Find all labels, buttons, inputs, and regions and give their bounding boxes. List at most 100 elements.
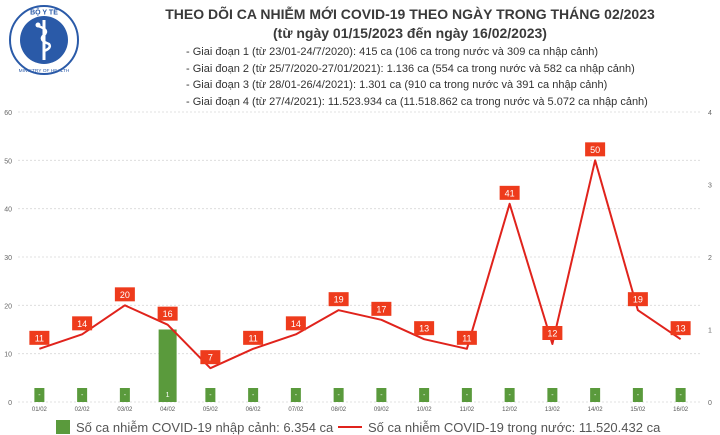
line-label-box	[285, 316, 306, 331]
x-tick-label: 09/02	[374, 407, 390, 413]
legend-swatch-line	[338, 426, 362, 428]
chart-title: THEO DÕI CA NHIỄM MỚI COVID-19 THEO NGÀY…	[165, 6, 655, 22]
bar-data-label: -	[252, 392, 255, 399]
bar-data-label: -	[295, 392, 298, 399]
line-label-box	[670, 321, 691, 336]
bar-data-label: -	[679, 392, 682, 399]
line-label-box	[114, 287, 135, 302]
legend-label-domestic: Số ca nhiễm COVID-19 trong nước: 11.520.…	[368, 420, 661, 435]
x-tick-label: 05/02	[203, 407, 219, 413]
x-tick-label: 07/02	[288, 407, 304, 413]
line-label-box	[200, 350, 221, 365]
bar-data-label: -	[124, 392, 127, 399]
bar-data-label: -	[508, 392, 511, 399]
y-left-tick-label: 50	[4, 158, 12, 165]
line-data-label: 11	[248, 333, 257, 343]
line-data-label: 7	[208, 353, 213, 363]
line-data-label: 14	[77, 319, 87, 329]
line-data-label: 14	[291, 319, 301, 329]
legend-item-imported: Số ca nhiễm COVID-19 nhập cảnh: 6.354 ca	[56, 420, 333, 435]
x-tick-label: 08/02	[331, 407, 347, 413]
y-left-tick-label: 40	[4, 207, 12, 214]
line-data-label: 20	[120, 290, 130, 300]
bar-data-label: -	[551, 392, 554, 399]
x-tick-label: 16/02	[673, 407, 689, 413]
phase-1-line: - Giai đoạn 1 (từ 23/01-24/7/2020): 415 …	[186, 46, 599, 58]
phase-2-line: - Giai đoạn 2 (từ 25/7/2020-27/01/2021):…	[186, 62, 635, 75]
line-label-box	[328, 292, 349, 307]
x-tick-label: 11/02	[460, 407, 475, 413]
line-label-box	[371, 301, 392, 316]
bar-placeholder	[675, 388, 686, 402]
bar-placeholder	[590, 388, 601, 402]
line-label-box	[456, 330, 477, 345]
line-data-label: 13	[676, 324, 686, 334]
bar-placeholder	[333, 388, 344, 402]
x-tick-label: 01/02	[32, 407, 48, 413]
x-tick-label: 14/02	[588, 407, 604, 413]
bar-data-label: -	[38, 392, 41, 399]
line-label-box	[499, 185, 520, 200]
bar-placeholder	[290, 388, 301, 402]
bar-placeholder	[77, 388, 88, 402]
line-data-label: 16	[163, 309, 173, 319]
bar-data-label: -	[594, 392, 597, 399]
y-left-tick-label: 20	[4, 303, 12, 310]
y-right-tick-label: 2	[708, 255, 712, 262]
line-label-box	[585, 142, 606, 157]
line-data-label: 11	[35, 333, 44, 343]
line-label-box	[627, 292, 648, 307]
bar-placeholder	[248, 388, 259, 402]
line-data-label: 11	[462, 333, 471, 343]
x-tick-label: 03/02	[117, 407, 133, 413]
logo-top-text: BỘ Y TẾ	[30, 7, 58, 17]
x-tick-label: 06/02	[246, 407, 262, 413]
line-data-label: 41	[505, 188, 515, 198]
bar-placeholder	[376, 388, 387, 402]
logo-bottom-text: MINISTRY OF HEALTH	[19, 68, 70, 74]
bar-placeholder	[34, 388, 45, 402]
line-data-label: 12	[547, 329, 557, 339]
line-data-label: 50	[590, 145, 600, 155]
ministry-of-health-logo: BỘ Y TẾ MINISTRY OF HEALTH	[9, 5, 79, 75]
x-tick-label: 15/02	[630, 407, 646, 413]
y-right-tick-label: 1	[708, 328, 712, 335]
line-series	[39, 159, 682, 370]
legend-swatch-bar	[56, 420, 70, 434]
phase-3-line: - Giai đoạn 3 (từ 28/01-26/4/2021): 1.30…	[186, 79, 608, 91]
line-label-box	[542, 326, 563, 340]
legend-item-domestic: Số ca nhiễm COVID-19 trong nước: 11.520.…	[338, 420, 660, 435]
line-label-box	[157, 306, 178, 321]
chart-subtitle: (từ ngày 01/15/2023 đến ngày 16/02/2023)	[273, 25, 547, 41]
bar-placeholder	[547, 388, 558, 402]
bar-placeholder	[205, 388, 216, 402]
bar-data-label: -	[423, 392, 426, 399]
bar-placeholder	[632, 388, 643, 402]
bar-placeholder	[119, 388, 130, 402]
line-label-box	[29, 330, 50, 345]
x-tick-label: 13/02	[545, 407, 561, 413]
legend-label-imported: Số ca nhiễm COVID-19 nhập cảnh: 6.354 ca	[76, 420, 334, 435]
phase-summary: - Giai đoạn 1 (từ 23/01-24/7/2020): 415 …	[186, 44, 716, 110]
x-tick-label: 10/02	[417, 407, 433, 413]
bar-placeholder	[419, 388, 430, 402]
line-data-label: 19	[633, 295, 643, 305]
y-right-tick-label: 4	[708, 110, 712, 117]
bar-data-label: -	[637, 392, 640, 399]
y-left-tick-label: 60	[4, 110, 12, 117]
y-right-tick-label: 3	[708, 183, 712, 190]
bar-data-label: -	[209, 392, 212, 399]
line-data-label: 19	[334, 295, 344, 305]
bar-data-label: -	[380, 392, 383, 399]
chart-legend: Số ca nhiễm COVID-19 nhập cảnh: 6.354 ca…	[0, 420, 720, 435]
bar-data-label: -	[466, 392, 469, 399]
bar-placeholder	[504, 388, 515, 402]
line-label-box	[72, 316, 93, 331]
phase-4-line: - Giai đoạn 4 (từ 27/4/2021): 11.523.934…	[186, 95, 648, 108]
y-left-tick-label: 10	[4, 352, 12, 359]
x-tick-label: 02/02	[75, 407, 91, 413]
y-left-tick-label: 30	[4, 255, 12, 262]
x-tick-label: 04/02	[160, 407, 176, 413]
bar-data-label: -	[337, 392, 340, 399]
